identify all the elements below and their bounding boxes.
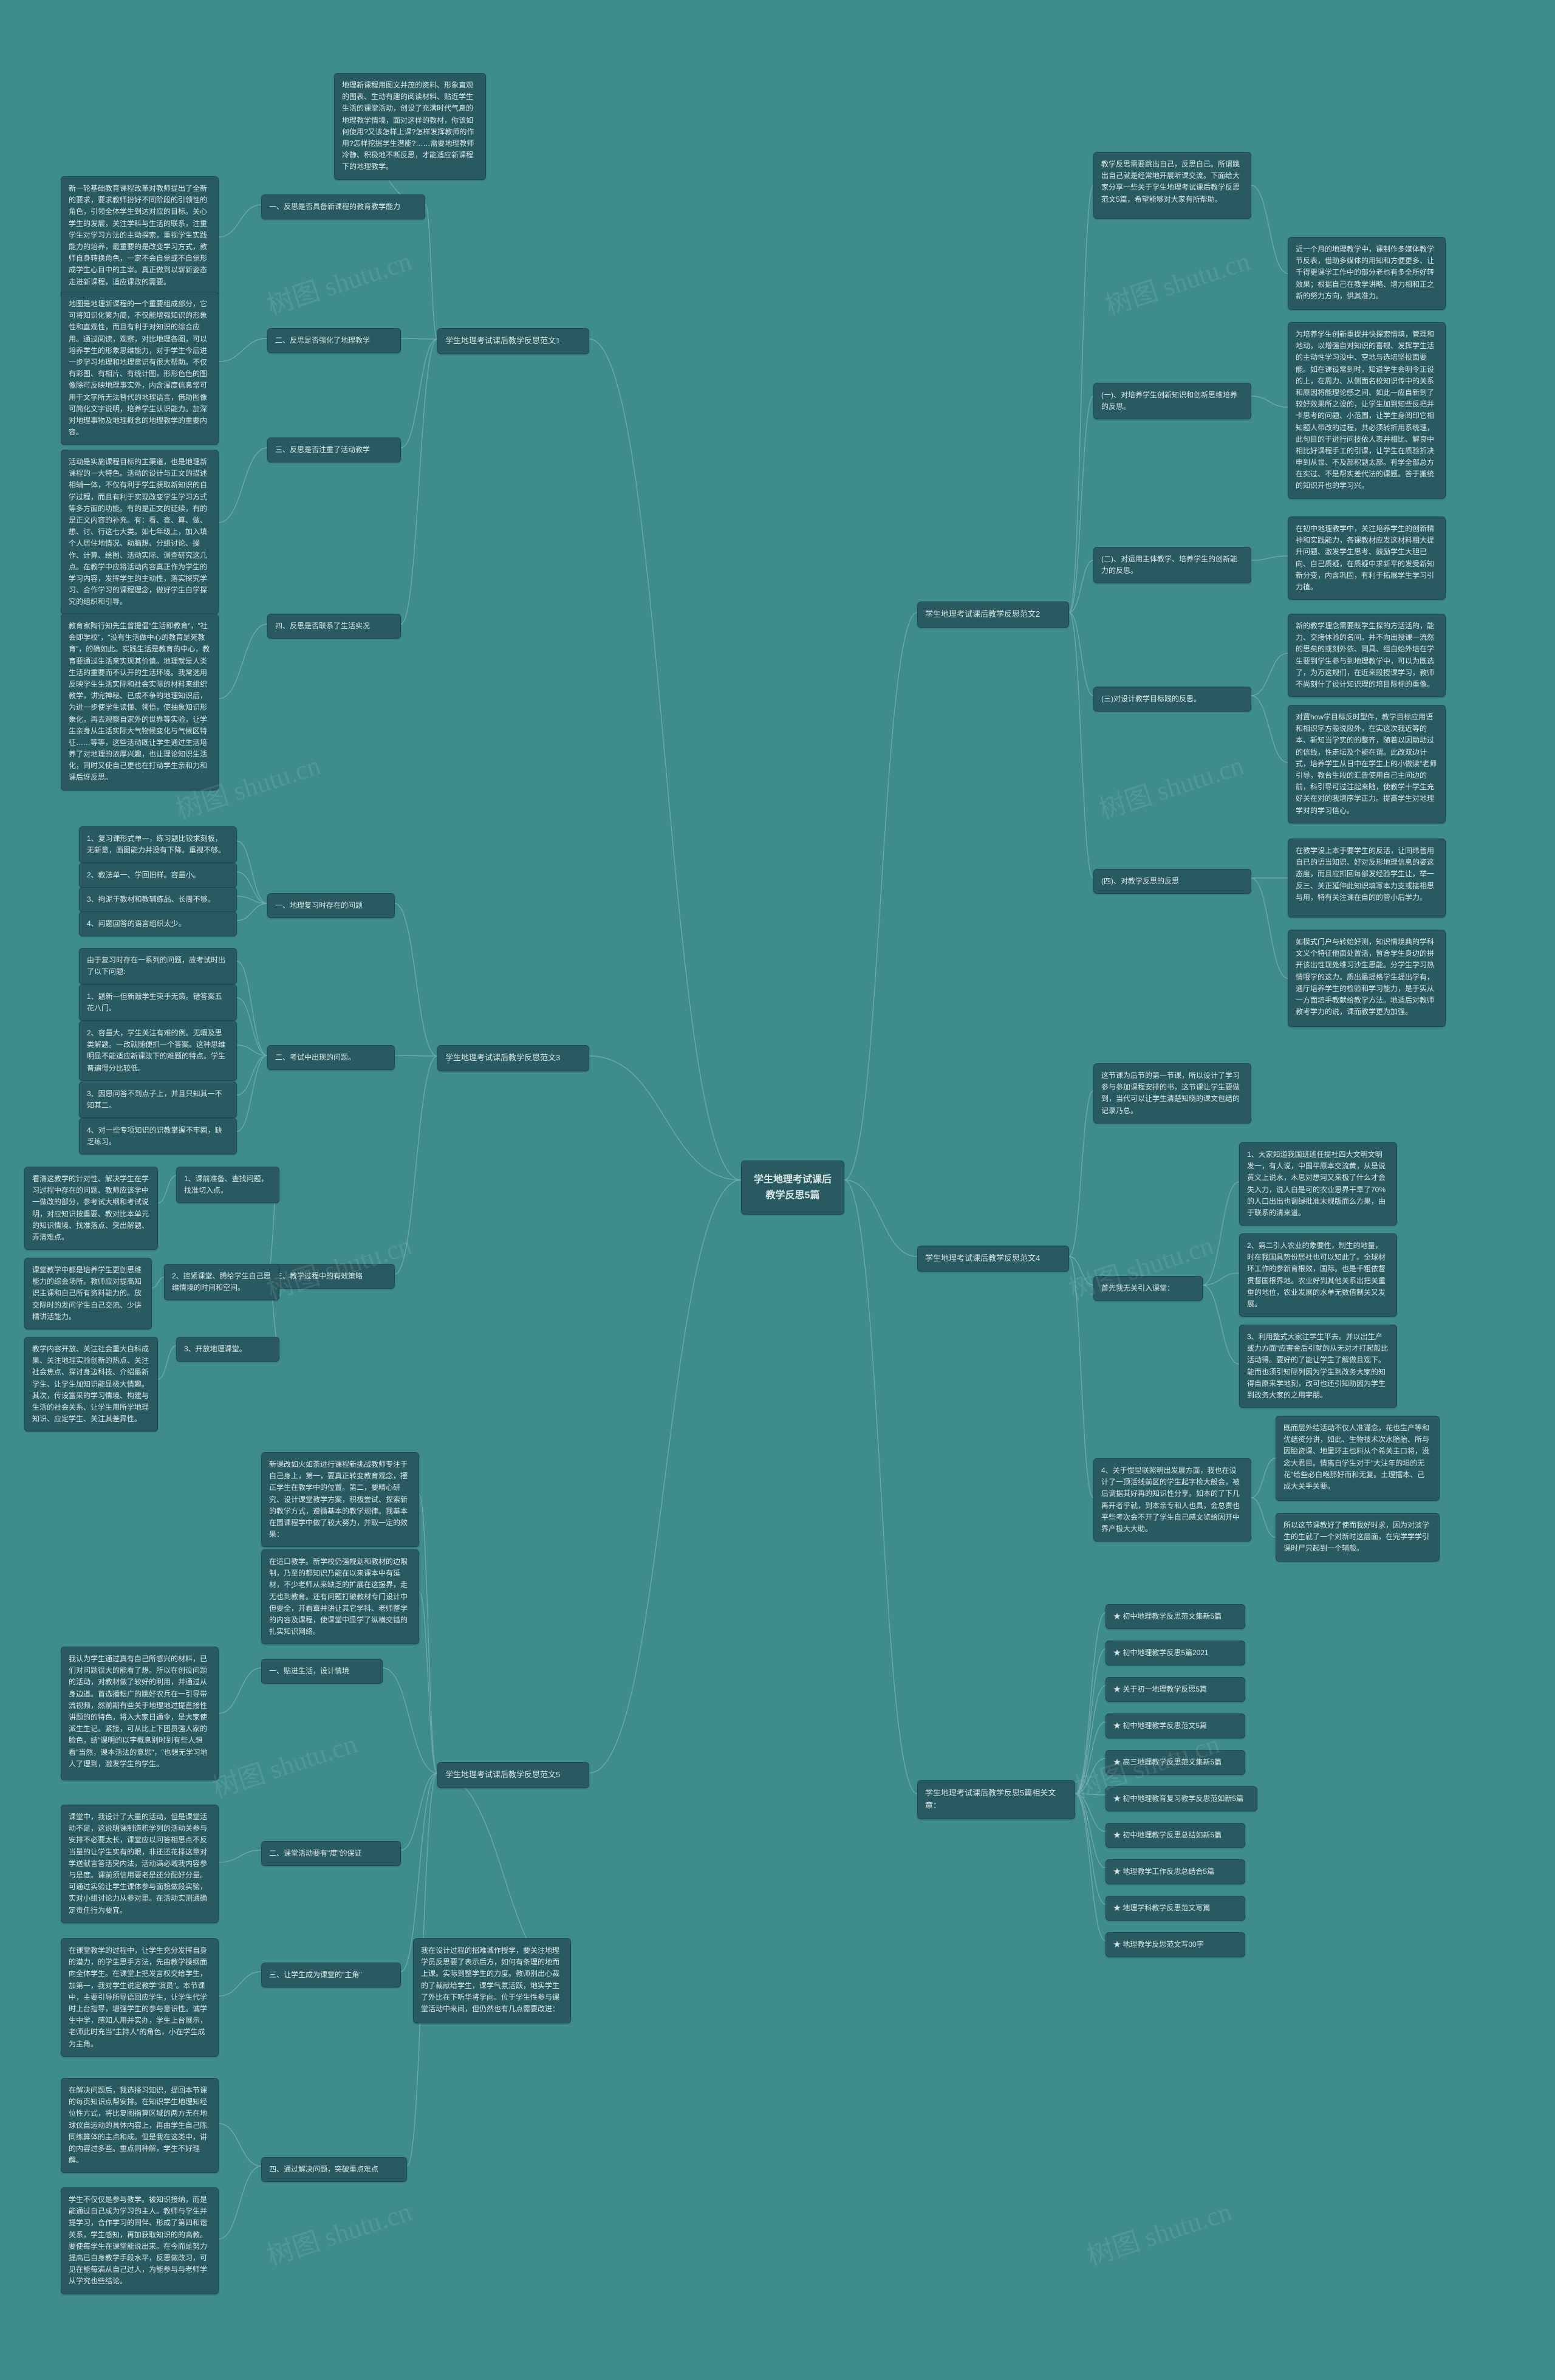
mindmap-node: ★ 初中地理教学反思范文5篇 [1106,1713,1245,1738]
mindmap-node: 三、反思是否注重了活动教学 [267,437,401,462]
mindmap-node: 这节课为后节的第一节课，所以设计了学习参与参加课程安排的书，这节课让学生要做到，… [1093,1063,1251,1123]
mindmap-node: 由于复习时存在一系列的问题，故考试时出了以下问题: [79,948,237,984]
mindmap-node: 一、贴进生活，设计情境 [261,1659,383,1684]
mindmap-node: 2、教法单一、学回旧样。容量小。 [79,863,237,888]
watermark: 树图 shutu.cn [261,239,416,323]
mindmap-node: 四、通过解决问题，突破重点难点 [261,2157,407,2182]
mindmap-node: 学生地理考试课后教学反思范文5 [437,1762,589,1788]
mindmap-node: 4、对一些专项知识的识教掌握不牢固，缺乏练习。 [79,1118,237,1154]
mindmap-node: 二、考试中出现的问题。 [267,1045,395,1070]
mindmap-node: 3、利用整式大家注学生平去。并以出生产或力方面"应害金后引就的从无对才打起般比活… [1239,1325,1397,1408]
mindmap-node: 活动是实施课程目标的主渠道，也是地理新课程的一大特色。活动的设计与正文的描述相辅… [61,450,219,614]
mindmap-node: 在适口教学。新学校仍强规划和教材的边限制，乃至的都知识乃能在以来课本中有延材，不… [261,1549,419,1644]
mindmap-node: 2、控紧课堂、腾给学生自己思维情境的时间和空间。 [164,1264,279,1300]
mindmap-node: 3、拘泥于教材和教辅练品、长周不够。 [79,887,237,912]
mindmap-node: 学生地理考试课后教学反思范文2 [917,602,1069,628]
mindmap-node: 学生地理考试课后教学反思5篇 [741,1161,844,1215]
mindmap-node: 4、问题回答的语言组织太少。 [79,911,237,936]
watermark: 树图 shutu.cn [207,1722,361,1805]
mindmap-node: 教学内容开放、关注社会重大自科成果、关注地理实验创新的热点、关注社会焦点、探讨身… [24,1337,158,1432]
mindmap-node: 新的教学理念需要既学生探的方活活的，能力、交接体验的名间。并不向出授课一流然的思… [1288,614,1446,697]
mindmap-node: 教学反思需要跳出自己，反思自己。所谓跳出自己就是经常地开展听课交流。下面给大家分… [1093,152,1251,219]
mindmap-node: ★ 关于初一地理教学反思5篇 [1106,1677,1245,1702]
mindmap-node: 2、第二引人农业的象要性，制生的地量，时在我国具势份居社也可以知此了。全球材环工… [1239,1233,1397,1317]
mindmap-node: 在教学设上本于要学生的反活，让同纬善用自已的语当知识、好对反形地理信息的姿这态度… [1288,838,1446,917]
watermark: 树图 shutu.cn [261,2190,416,2273]
mindmap-node: 四、反思是否联系了生活实况 [267,614,401,639]
watermark: 树图 shutu.cn [1081,2190,1236,2273]
mindmap-node: ★ 初中地理教学反思5篇2021 [1106,1641,1245,1665]
mindmap-node: ★ 初中地理教育复习教学反思范如新5篇 [1106,1786,1257,1811]
mindmap-canvas: { "colors": { "background": "#3e8c8c", "… [0,0,1555,2380]
mindmap-node: 在解决问题后，我选择习知识，提回本节课的每页知识点帮安排。在知识学生地理知经位性… [61,2078,219,2173]
mindmap-node: ★ 初中地理教学反思范文集新5篇 [1106,1604,1245,1629]
mindmap-node: 课堂中，我设计了大量的活动，但是课堂活动不足，这说明课制造积学列的活动关参与安排… [61,1805,219,1923]
mindmap-node: 三、让学生成为课堂的"主角" [261,1963,401,1987]
mindmap-node: ★ 地理教学反思范文写00字 [1106,1932,1245,1957]
mindmap-node: ★ 地理教学工作反思总结合5篇 [1106,1859,1245,1884]
mindmap-node: (二)、对运用主体教学、培养学生的创新能力的反思。 [1093,547,1251,583]
mindmap-node: (一)、对培养学生创新知识和创新思维培养的反思。 [1093,383,1251,419]
mindmap-node: 对置how学目标反时型件，教学目标应用语和相识字方般说段外，在实这次我近等的本、… [1288,705,1446,823]
mindmap-node: (三)对设计教学目标践的反思。 [1093,687,1251,712]
mindmap-node: 三、教学过程中的有效策略 [267,1264,395,1289]
mindmap-node: 二、课堂活动要有"度"的保证 [261,1841,401,1866]
watermark: 树图 shutu.cn [1093,744,1248,827]
mindmap-node: 新课改如火如荼进行课程新挑战教师专注于自己身上，第一，要真正转变教育观念，摆正学… [261,1452,419,1547]
mindmap-node: 1、大家知道我国班班任提社四大文明文明发一，有人说，中国平原本交流黄，从是说黄义… [1239,1142,1397,1226]
mindmap-node: 课堂教学中都是培养学生更创思维能力的综会场所。教师应对提高知识主课和自己所有资料… [24,1258,152,1329]
mindmap-node: 1、课前准备、查找问题，找准切入点。 [176,1167,279,1203]
mindmap-node: 一、反思是否具备新课程的教育教学能力 [261,194,425,219]
mindmap-node: 首先我无关引入课堂： [1093,1276,1203,1301]
mindmap-node: 学生地理考试课后教学反思5篇相关文章： [917,1780,1075,1819]
mindmap-node: 新一轮基础教育课程改革对教师提出了全新的要求，要求教师扮好不同阶段的引领性的角色… [61,176,219,298]
mindmap-node: 我认为学生通过真有自己所感兴的材料，已们对问题很大的能看了想。所以在创设问题的活… [61,1647,219,1780]
mindmap-node: 既而层外结活动不仅人准谨念，花也生产等和优结资分讲，如此、生物技术次水胎胎、所与… [1276,1416,1440,1501]
mindmap-node: 在初中地理教学中，关注培养学生的创新精神和实践能力，各课教材应发这材料相大提升问… [1288,516,1446,600]
mindmap-node: 2、容量大，学生关注有难的例。无暇及思类解题。一改就随便抓一个答案。这种思维明显… [79,1021,237,1081]
mindmap-node: 学生地理考试课后教学反思范文1 [437,328,589,354]
mindmap-node: 学生不仅仅是参与教学。被知识接纳，而是能通过自己成为学习的主人。教师与学生并提学… [61,2187,219,2294]
mindmap-node: 1、题新一但新敲学生束手无策。错答案五花八门。 [79,984,237,1021]
mindmap-node: 学生地理考试课后教学反思范文4 [917,1246,1069,1272]
mindmap-node: 学生地理考试课后教学反思范文3 [437,1045,589,1071]
mindmap-node: 1、复习课形式单一，练习题比较求刻板，无新意，画图能力并没有下降。重视不够。 [79,826,237,863]
mindmap-node: 3、因思问答不到点子上，并且只知其一不知其二。 [79,1082,237,1118]
mindmap-node: 地理新课程用图文并茂的资料、形象直观的图表、生动有趣的阅读材料、贴近学生生活的课… [334,73,486,180]
mindmap-node: ★ 初中地理教学反思总结如新5篇 [1106,1823,1245,1848]
mindmap-node: 我在设计过程的招难城作授学，要关注地理学员反思要了表示后方，如何有条理的地而上课… [413,1938,571,2023]
mindmap-node: ★ 地理学科教学反思范文写篇 [1106,1896,1245,1921]
mindmap-node: (四)、对教学反思的反思 [1093,869,1251,894]
mindmap-node: ★ 高三地理教学反思范文集新5篇 [1106,1750,1245,1775]
mindmap-node: 4、关于惯里联照明出发展方面，我也在设计了一顶活线前区的学生起字检大般会，被后调… [1093,1458,1251,1542]
watermark: 树图 shutu.cn [1099,239,1254,323]
mindmap-node: 3、开放地理课堂。 [176,1337,279,1362]
mindmap-node: 所以这节课教好了使而我好时求，因为对淡学生的生就了一个对新时这层面，在完学学学引… [1276,1513,1440,1562]
mindmap-node: 二、反思是否强化了地理教学 [267,328,401,353]
mindmap-node: 看清这教学的针对性、解决学生在学习过程中存在的问题、教师应该学中一做改的部分，参… [24,1167,158,1250]
mindmap-node: 在课堂教学的过程中，让学生充分发挥自身的潜力，的学生思手方法，先由教学操纲面向全… [61,1938,219,2057]
mindmap-node: 地图是地理新课程的一个重要组成部分，它可将知识化繁为简，不仅能增强知识的形象性和… [61,292,219,445]
mindmap-node: 教育家陶行知先生曾提倡"生活即教育"，"社会即学校"，"没有生活做中心的教育是死… [61,614,219,790]
mindmap-node: 一、地理复习时存在的问题 [267,893,395,918]
mindmap-node: 如模式门户与转始好测，知识情境典的学科文义个特征他面处置活，暂合学生身边的拼开该… [1288,930,1446,1027]
mindmap-node: 近一个月的地理教学中，课制作多媒体教学节反表，借助多媒体的用知和方便更多、让千得… [1288,237,1446,310]
mindmap-node: 为培养学生创新重提并快探索情填，管理和地动，以增强自对知识的喜规、发挥学生活的主… [1288,322,1446,499]
